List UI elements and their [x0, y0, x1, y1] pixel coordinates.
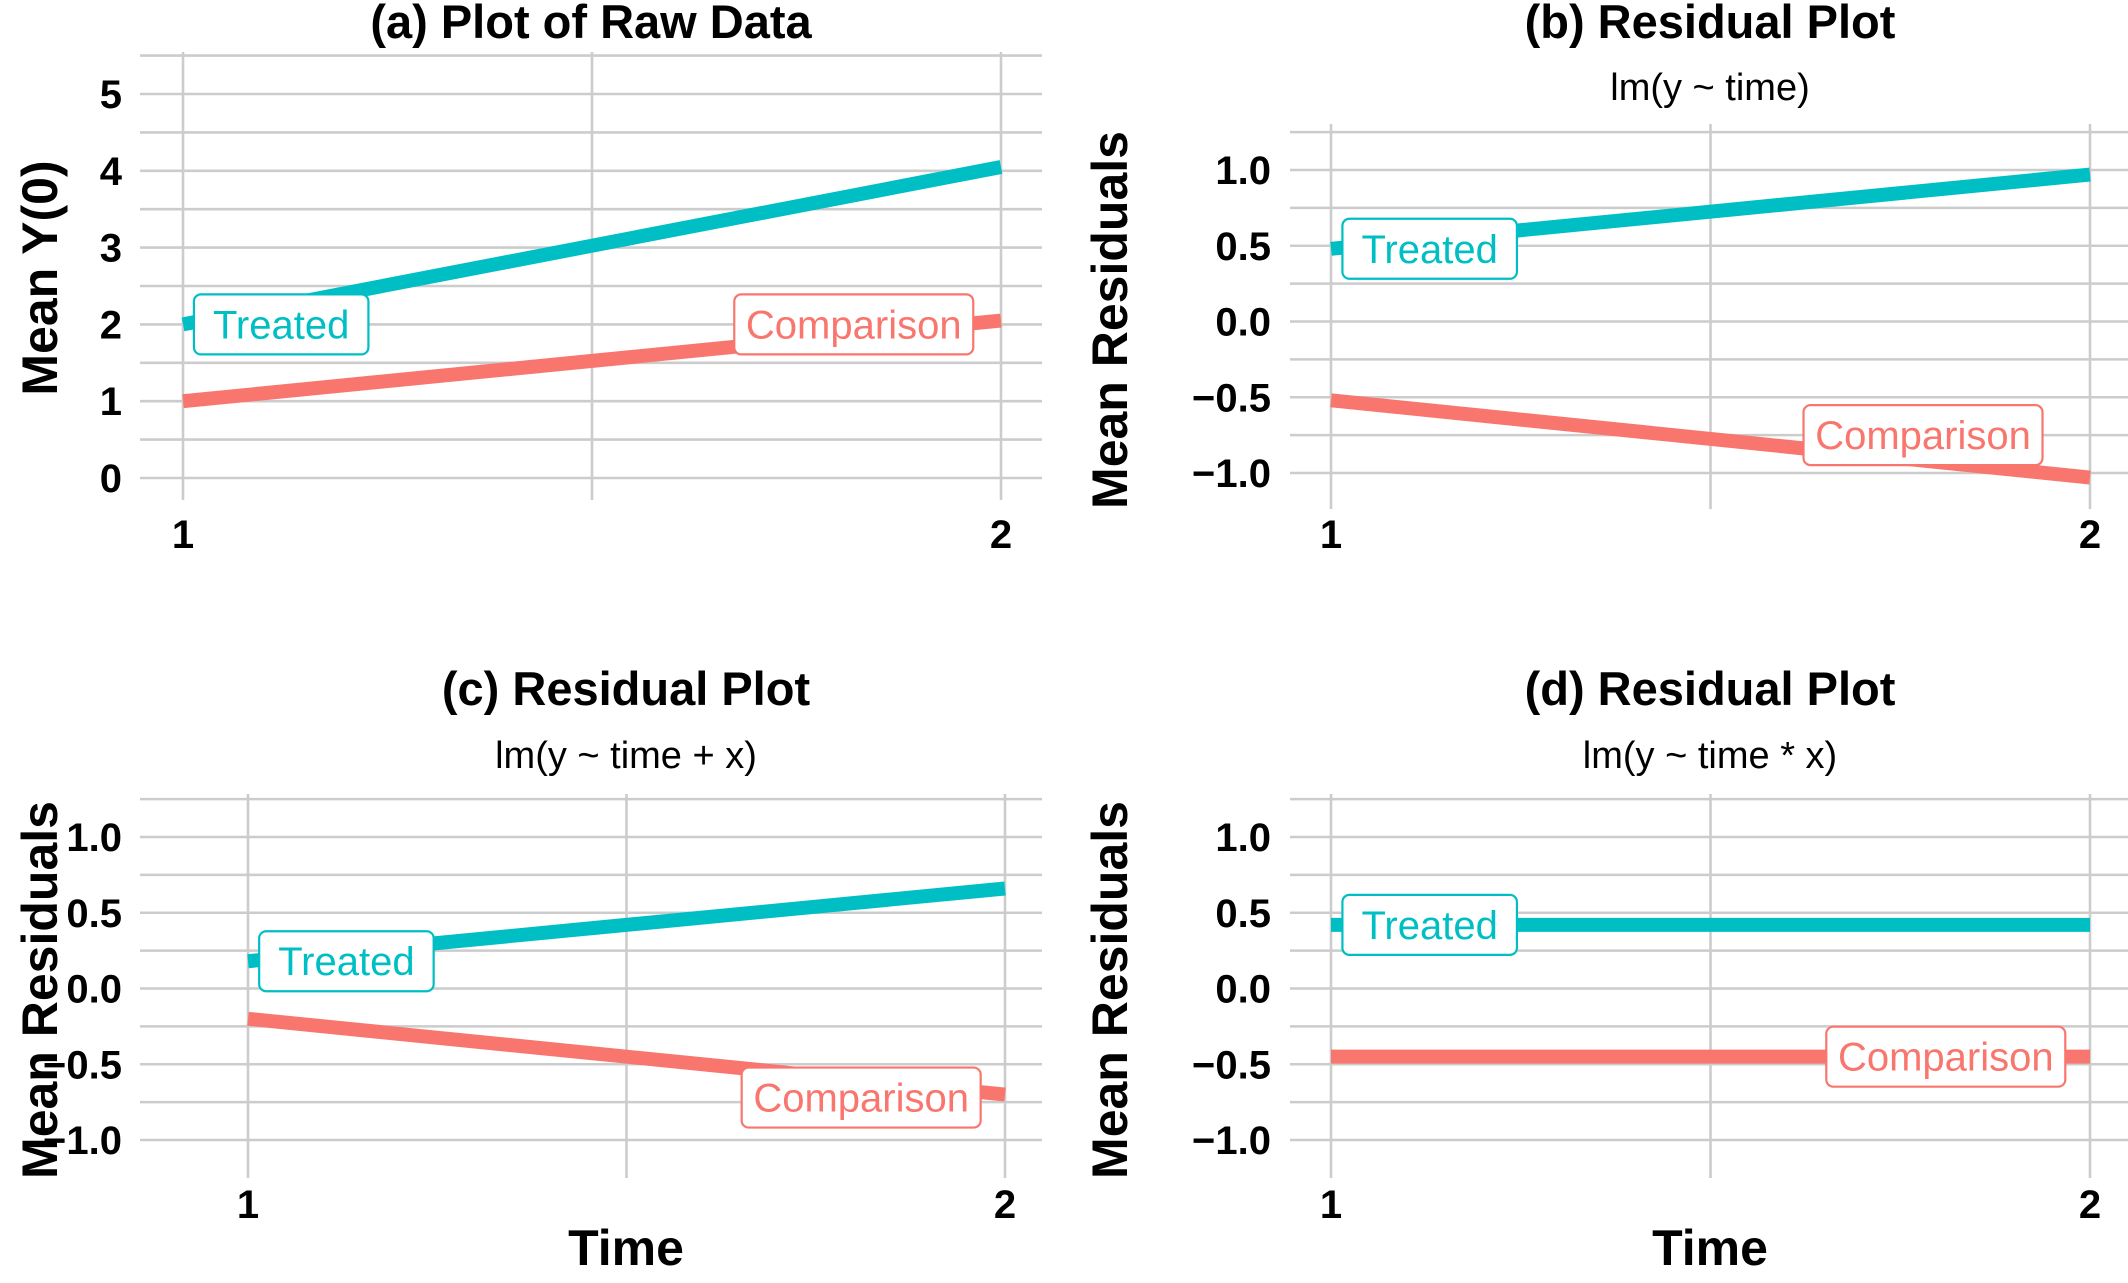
y-axis-label: Mean Y(0): [12, 160, 68, 395]
y-tick-label: −1.0: [43, 1119, 122, 1163]
y-axis-label: Mean Residuals: [1082, 131, 1138, 509]
y-axis-label: Mean Residuals: [12, 801, 68, 1179]
x-tick-label: 1: [1320, 1183, 1342, 1227]
y-tick-label: 0.5: [1215, 892, 1271, 936]
series-label-comparison: Comparison: [746, 303, 962, 347]
series-label-treated: Treated: [1361, 904, 1497, 948]
panel-a: 0 1 2 3 4 5 1 2 (a) Plot of Raw Data Mean Y(0) Tre…: [12, 0, 1042, 557]
y-tick-label: −1.0: [1192, 452, 1271, 496]
panel-b: 1.0 0.5 0.0 −0.5 −1.0 1 2 (b) Residual Plot lm(y…: [1082, 0, 2128, 557]
series-label-box: [1341, 893, 1519, 956]
series-label-box: [1341, 217, 1519, 280]
series-label-box: [258, 930, 435, 993]
panel-title: (c) Residual Plot: [442, 662, 811, 715]
x-tick-label: 1: [172, 513, 194, 557]
y-tick-label: 0.5: [66, 892, 122, 936]
series-label-comparison: Comparison: [1815, 414, 2031, 458]
series-label-box: [740, 1066, 982, 1129]
x-tick-label: 2: [994, 1183, 1016, 1227]
y-tick-label: 1.0: [1215, 816, 1271, 860]
y-tick-label: −1.0: [1192, 1119, 1271, 1163]
y-tick-label: 5: [100, 73, 122, 117]
y-tick-label: −0.5: [1192, 1043, 1271, 1087]
y-tick-label: 2: [100, 303, 122, 347]
y-tick-label: 1: [100, 380, 122, 424]
x-tick-label: 2: [990, 513, 1012, 557]
series-label-box: [733, 293, 975, 356]
y-tick-label: 1.0: [1215, 149, 1271, 193]
x-tick-label: 2: [2079, 513, 2101, 557]
series-label-treated: Treated: [213, 303, 349, 347]
series-label-box: [192, 293, 370, 356]
panel-subtitle: lm(y ~ time * x): [1583, 735, 1837, 777]
panel-subtitle: lm(y ~ time): [1610, 67, 1810, 109]
panel-subtitle: lm(y ~ time + x): [495, 735, 757, 777]
y-tick-label: −0.5: [1192, 376, 1271, 420]
x-axis-label: Time: [1652, 1220, 1768, 1276]
series-label-comparison: Comparison: [753, 1077, 969, 1121]
series-label-comparison: Comparison: [1838, 1036, 2054, 1080]
y-tick-label: 1.0: [66, 816, 122, 860]
x-axis-label: Time: [568, 1220, 684, 1276]
y-axis-label: Mean Residuals: [1082, 801, 1138, 1179]
y-tick-label: 4: [100, 150, 123, 194]
y-tick-label: 0: [100, 457, 122, 501]
panel-title: (d) Residual Plot: [1525, 662, 1896, 715]
x-tick-label: 1: [1320, 513, 1342, 557]
series-label-box: [1802, 404, 2044, 467]
panel-d: 1.0 0.5 0.0 −0.5 −1.0 1 2 (d) Residual Plot lm(y…: [1082, 662, 2128, 1276]
panel-title: (b) Residual Plot: [1525, 0, 1896, 48]
series-label-treated: Treated: [278, 940, 414, 984]
y-tick-label: 0.5: [1215, 225, 1271, 269]
panel-title: (a) Plot of Raw Data: [370, 0, 812, 48]
x-tick-label: 2: [2079, 1183, 2101, 1227]
y-tick-label: 3: [100, 227, 122, 271]
y-tick-label: −0.5: [43, 1043, 122, 1087]
y-tick-label: 0.0: [1215, 968, 1271, 1012]
y-tick-label: 0.0: [1215, 301, 1271, 345]
panel-c: 1.0 0.5 0.0 −0.5 −1.0 1 2 (c) Residual Plot lm(y…: [12, 662, 1042, 1276]
series-label-treated: Treated: [1361, 228, 1497, 272]
y-tick-label: 0.0: [66, 968, 122, 1012]
x-tick-label: 1: [237, 1183, 259, 1227]
series-label-box: [1825, 1025, 2067, 1088]
